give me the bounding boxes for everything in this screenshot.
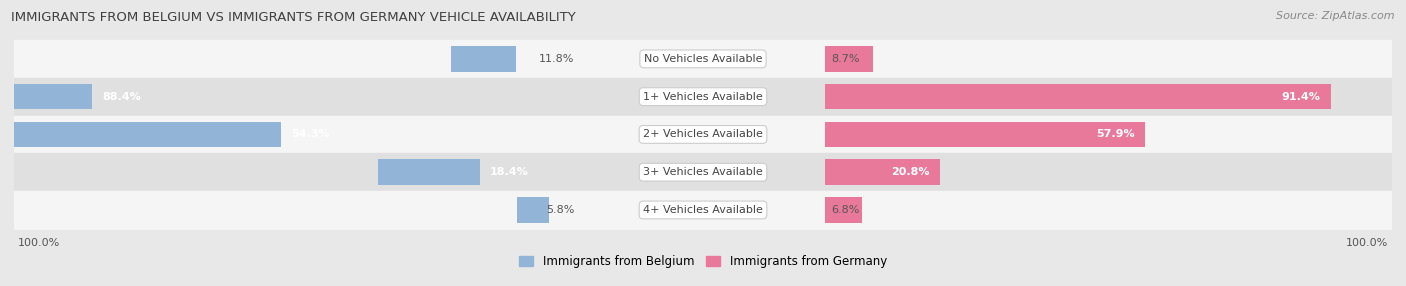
Bar (824, 197, 862, 223)
Bar (14, 191, 1392, 229)
Text: 1+ Vehicles Available: 1+ Vehicles Available (643, 92, 763, 102)
Text: 100.0%: 100.0% (1347, 238, 1389, 248)
Text: 11.8%: 11.8% (540, 54, 575, 64)
Text: 18.4%: 18.4% (489, 167, 529, 177)
Text: 6.8%: 6.8% (831, 205, 859, 215)
Text: 2+ Vehicles Available: 2+ Vehicles Available (643, 130, 763, 139)
Text: 54.3%: 54.3% (291, 130, 329, 139)
Text: No Vehicles Available: No Vehicles Available (644, 54, 762, 64)
Bar (824, 84, 1331, 110)
Bar (14, 78, 1392, 116)
Text: 88.4%: 88.4% (103, 92, 141, 102)
Text: 4+ Vehicles Available: 4+ Vehicles Available (643, 205, 763, 215)
Bar (824, 122, 1146, 147)
Text: 3+ Vehicles Available: 3+ Vehicles Available (643, 167, 763, 177)
Legend: Immigrants from Belgium, Immigrants from Germany: Immigrants from Belgium, Immigrants from… (515, 250, 891, 273)
Text: 100.0%: 100.0% (17, 238, 59, 248)
Text: 57.9%: 57.9% (1097, 130, 1135, 139)
Text: 91.4%: 91.4% (1282, 92, 1320, 102)
Bar (14, 40, 1392, 78)
Bar (378, 159, 479, 185)
Text: IMMIGRANTS FROM BELGIUM VS IMMIGRANTS FROM GERMANY VEHICLE AVAILABILITY: IMMIGRANTS FROM BELGIUM VS IMMIGRANTS FR… (11, 11, 576, 24)
Text: 20.8%: 20.8% (891, 167, 929, 177)
Bar (14, 153, 1392, 191)
Text: 8.7%: 8.7% (831, 54, 860, 64)
Bar (517, 197, 550, 223)
Text: Source: ZipAtlas.com: Source: ZipAtlas.com (1277, 11, 1395, 21)
Text: 5.8%: 5.8% (547, 205, 575, 215)
Bar (14, 116, 1392, 153)
Bar (0, 84, 91, 110)
Bar (451, 46, 516, 72)
Bar (824, 159, 939, 185)
Bar (0, 122, 281, 147)
Bar (824, 46, 873, 72)
